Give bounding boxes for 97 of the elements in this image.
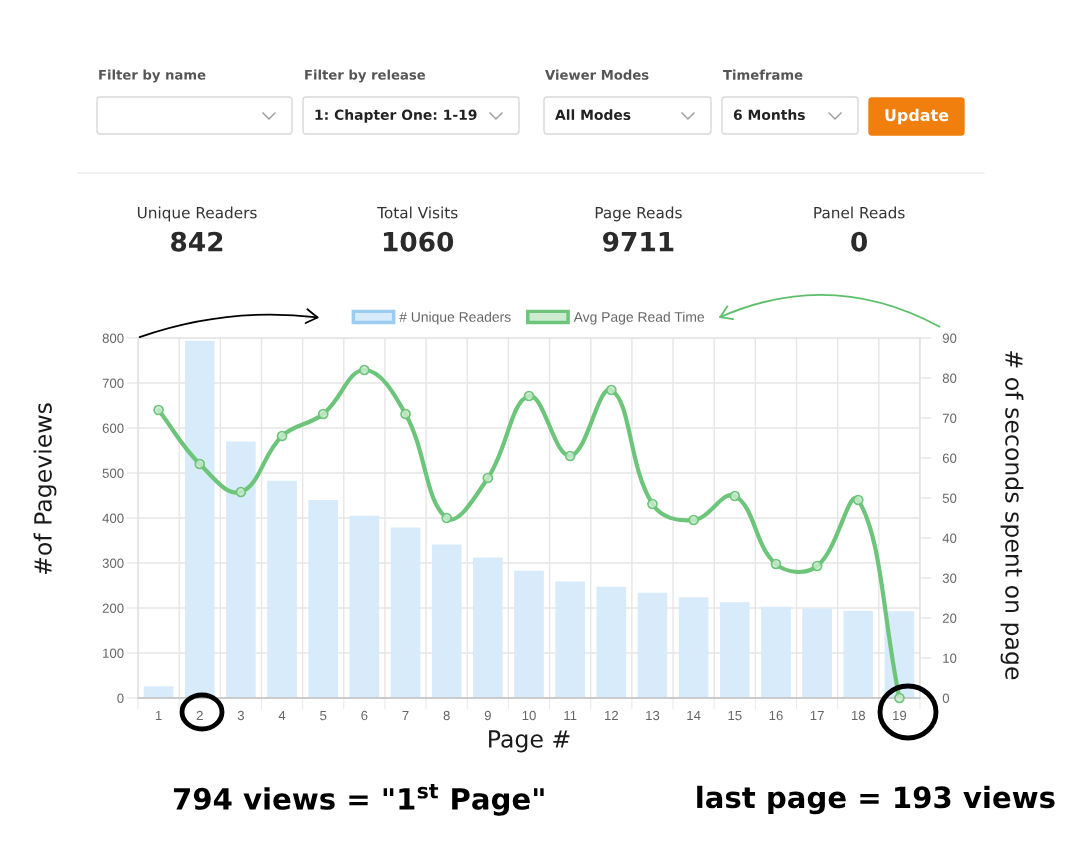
y2-tick-label: 50 xyxy=(942,493,957,503)
x-tick-label: 9 xyxy=(484,710,491,721)
y2-tick-label: 70 xyxy=(942,413,957,423)
x-tick-label: 2 xyxy=(196,710,203,721)
point xyxy=(811,560,823,572)
y2-tick-label: 20 xyxy=(942,613,957,623)
point xyxy=(852,494,864,506)
legend-label: # Unique Readers xyxy=(399,311,511,325)
y2-tick-label: 40 xyxy=(942,533,957,543)
x-tick-label: 18 xyxy=(851,710,866,721)
point xyxy=(564,450,576,462)
y2-axis-title: # of seconds spent on page xyxy=(1000,351,1024,680)
y2-tick-label: 60 xyxy=(942,453,957,463)
bar xyxy=(349,515,380,698)
legend-label: Avg Page Read Time xyxy=(573,311,705,325)
y-tick-label: 500 xyxy=(102,468,124,478)
y-tick-label: 600 xyxy=(102,423,124,433)
x-tick-label: 15 xyxy=(728,710,742,721)
text: 6 Months xyxy=(733,109,805,121)
x-tick-label: 10 xyxy=(522,710,536,721)
bar xyxy=(637,592,668,698)
y-tick-label: 800 xyxy=(102,333,124,343)
text: 1: Chapter One: 1-19 xyxy=(315,109,477,123)
y-tick-label: 100 xyxy=(103,648,124,658)
y-tick-label: 200 xyxy=(102,603,124,613)
x-tick-label: 14 xyxy=(687,710,701,721)
data-label: 842 xyxy=(171,231,223,252)
category-label: Viewer Modes xyxy=(545,69,649,80)
category-label: Page Reads xyxy=(595,206,682,222)
point xyxy=(482,472,494,484)
point xyxy=(153,404,164,416)
x-tick-label: 13 xyxy=(646,710,660,721)
x-tick-label: 5 xyxy=(320,710,327,721)
category-label: Panel Reads xyxy=(814,206,905,219)
data-label: 0 xyxy=(851,231,868,252)
bar xyxy=(761,606,791,698)
data-label: 1060 xyxy=(383,231,454,252)
y2-tick-label: 10 xyxy=(943,653,957,663)
point xyxy=(235,486,247,498)
text: All Modes xyxy=(555,109,631,121)
x-tick-label: 11 xyxy=(564,710,577,721)
x-tick-label: 4 xyxy=(278,710,286,721)
bar xyxy=(678,597,709,698)
x-tick-label: 8 xyxy=(443,710,450,721)
text: last page = 193 views xyxy=(697,785,1055,815)
bar xyxy=(802,608,832,698)
bar xyxy=(267,480,297,698)
x-tick-label: 16 xyxy=(769,710,783,721)
x-axis-title: Page # xyxy=(489,730,570,753)
y2-tick-label: 0 xyxy=(942,693,950,703)
y-tick-label: 0 xyxy=(117,693,124,703)
x-tick-label: 12 xyxy=(604,710,618,721)
y-axis-title: #of Pageviews xyxy=(33,403,57,575)
x-tick-label: 19 xyxy=(893,710,907,721)
category-label: Unique Readers xyxy=(137,206,257,222)
category-label: Timeframe xyxy=(723,69,803,80)
point xyxy=(894,692,905,704)
category-label: Filter by name xyxy=(99,69,206,83)
category-label: Filter by release xyxy=(305,69,426,83)
x-tick-label: 6 xyxy=(361,710,368,721)
point xyxy=(605,384,617,396)
bar xyxy=(596,586,627,698)
point xyxy=(359,364,370,376)
category-label: Total Visits xyxy=(377,206,458,219)
bar xyxy=(308,500,339,698)
y2-tick-label: 90 xyxy=(942,333,957,343)
bar xyxy=(226,441,256,698)
point xyxy=(194,458,206,470)
y2-tick-label: 80 xyxy=(942,373,957,383)
bar xyxy=(143,686,174,698)
y-tick-label: 700 xyxy=(102,378,124,388)
point xyxy=(400,408,411,420)
x-tick-label: 7 xyxy=(402,710,409,721)
bar xyxy=(719,602,750,698)
point xyxy=(441,512,453,524)
x-tick-label: 3 xyxy=(237,710,244,721)
x-tick-label: 1 xyxy=(155,710,162,721)
bar xyxy=(473,557,503,698)
bar xyxy=(555,581,585,698)
text: Update xyxy=(885,108,949,125)
y-tick-label: 300 xyxy=(102,558,124,568)
point xyxy=(276,430,288,442)
point xyxy=(523,390,535,402)
y-tick-label: 400 xyxy=(102,513,124,523)
bar xyxy=(843,610,874,698)
data-label: 9711 xyxy=(603,231,674,252)
point xyxy=(688,514,699,526)
bar xyxy=(390,527,421,698)
bar xyxy=(514,570,544,698)
y2-tick-label: 30 xyxy=(942,573,957,583)
point xyxy=(729,490,741,502)
point xyxy=(647,498,658,510)
x-tick-label: 17 xyxy=(810,710,824,721)
bar xyxy=(431,544,462,698)
point xyxy=(317,408,329,420)
text: 794 views = "1$^{st}$ Page" xyxy=(173,783,544,816)
point xyxy=(770,558,782,570)
